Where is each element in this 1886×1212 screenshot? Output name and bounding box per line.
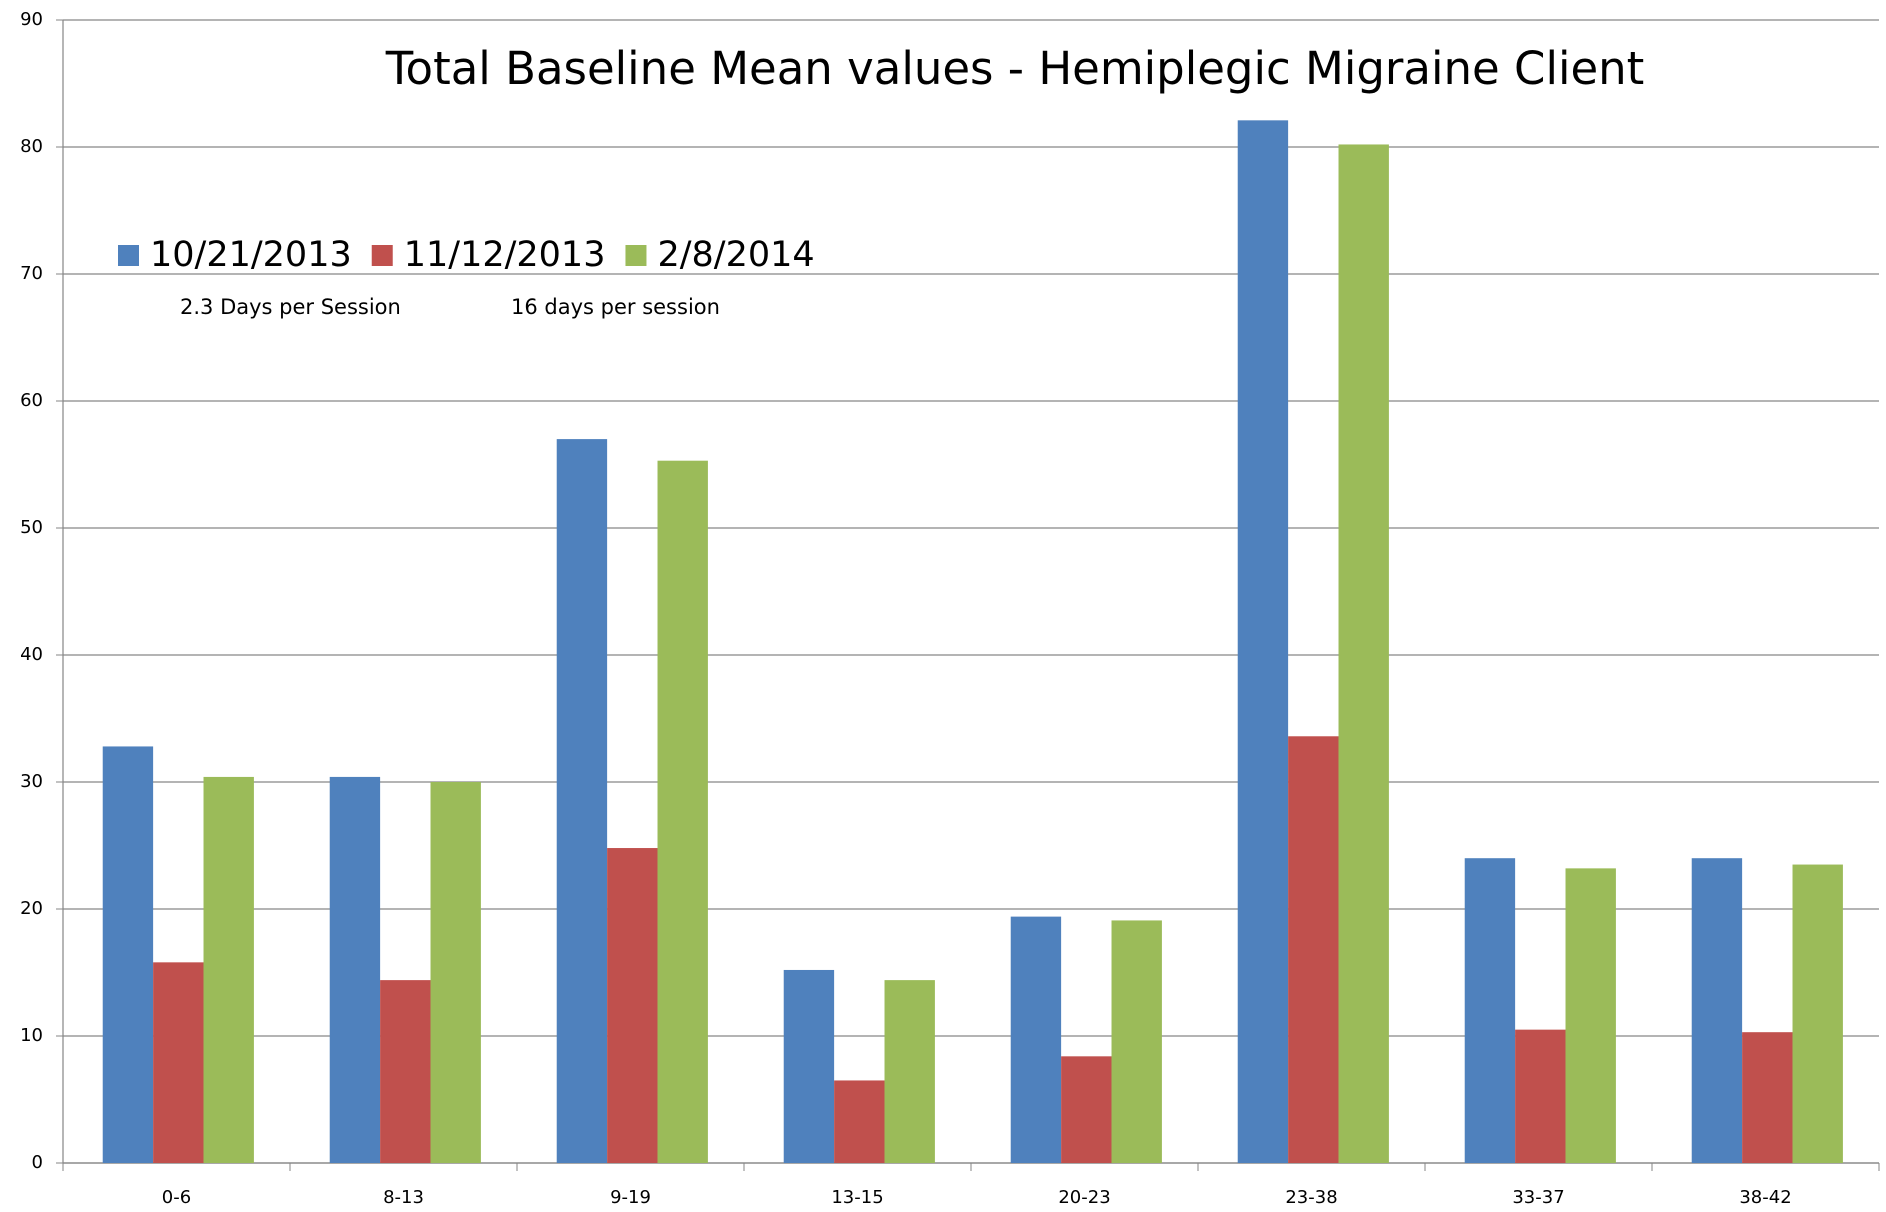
bar (884, 980, 935, 1163)
x-tick-label: 13-15 (831, 1187, 883, 1208)
x-tick-label: 20-23 (1058, 1187, 1110, 1208)
bar (102, 746, 154, 1163)
x-tick-label: 38-42 (1739, 1187, 1791, 1208)
y-tick-label: 30 (20, 771, 43, 792)
bar (1515, 1029, 1566, 1163)
legend-swatch (625, 245, 647, 266)
y-tick-label: 0 (32, 1152, 43, 1173)
y-tick-label: 50 (20, 517, 43, 538)
legend-label: 11/12/2013 (404, 235, 606, 275)
x-tick-label: 33-37 (1512, 1187, 1564, 1208)
y-tick-label: 40 (20, 644, 43, 665)
y-tick-label: 60 (20, 390, 43, 411)
bar (1010, 916, 1062, 1163)
x-tick-label: 8-13 (383, 1187, 424, 1208)
legend-label: 10/21/2013 (150, 235, 352, 275)
y-tick-label: 90 (20, 9, 43, 30)
chart-title: Total Baseline Mean values - Hemiplegic … (385, 42, 1645, 95)
x-tick-label: 23-38 (1285, 1187, 1337, 1208)
legend-swatch (371, 245, 393, 266)
bar (834, 1080, 885, 1163)
bar (380, 980, 431, 1163)
annotation: 2.3 Days per Session (180, 295, 401, 319)
y-tick-label: 70 (20, 263, 43, 284)
bar (329, 776, 381, 1163)
y-tick-label: 20 (20, 898, 43, 919)
annotation: 16 days per session (511, 295, 720, 319)
bar (1288, 736, 1339, 1163)
bar (657, 460, 708, 1163)
bar (1464, 858, 1516, 1163)
bar (1792, 864, 1843, 1163)
x-tick-label: 9-19 (610, 1187, 651, 1208)
bar (1111, 920, 1162, 1163)
bar (556, 439, 608, 1164)
bar (1565, 868, 1616, 1163)
bar (1742, 1032, 1793, 1163)
bar (783, 969, 835, 1163)
bar (1691, 858, 1743, 1163)
bar (430, 782, 481, 1163)
bar (1061, 1056, 1112, 1163)
x-tick-label: 0-6 (162, 1187, 191, 1208)
bar (203, 776, 254, 1163)
y-tick-label: 10 (20, 1025, 43, 1046)
legend-label: 2/8/2014 (657, 235, 814, 275)
legend-swatch (118, 245, 139, 266)
bar (1237, 120, 1289, 1164)
bar (153, 962, 204, 1163)
bar (607, 848, 658, 1163)
y-tick-label: 80 (20, 136, 43, 157)
bar (1338, 144, 1389, 1163)
